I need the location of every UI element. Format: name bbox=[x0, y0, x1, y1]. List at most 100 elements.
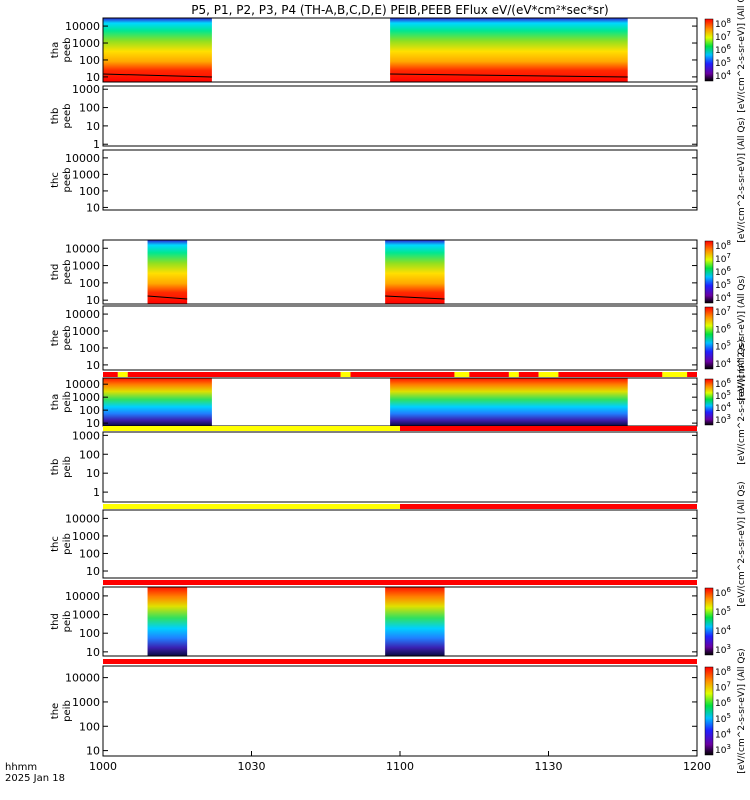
colorbar-tick-label: 104 bbox=[715, 624, 731, 637]
flag-bar-tha-peib bbox=[103, 426, 697, 431]
colorbar-tick-label: 105 bbox=[715, 389, 731, 402]
spectrogram-block bbox=[390, 18, 628, 82]
colorbar-tick-label: 107 bbox=[715, 30, 731, 43]
y-tick-label: 1000 bbox=[72, 609, 100, 622]
flag-segment bbox=[103, 372, 118, 377]
colorbar-label: [eV/(cm^2-s-sr-eV)] (All Qs) bbox=[737, 648, 747, 773]
y-tick-label: 1000 bbox=[72, 391, 100, 404]
colorbar-tick-label: 107 bbox=[715, 252, 731, 265]
panel-product-label: peib bbox=[62, 456, 73, 478]
colorbar-tick-label: 105 bbox=[715, 278, 731, 291]
panel-thb-peeb: 1 10 100 1000 thb peeb bbox=[50, 83, 698, 151]
colorbar-tick-label: 104 bbox=[715, 401, 731, 414]
colorbar-tick-label: 106 bbox=[715, 322, 731, 335]
figure-title: P5, P1, P2, P3, P4 (TH-A,B,C,D,E) PEIB,P… bbox=[191, 3, 608, 17]
y-tick-label: 10000 bbox=[65, 152, 100, 165]
colorbar bbox=[704, 240, 714, 304]
y-tick-label: 100 bbox=[79, 720, 100, 733]
colorbar-tick-label: 105 bbox=[715, 340, 731, 353]
colorbar-tick-label: 105 bbox=[715, 605, 731, 618]
panel-probe-label: thc bbox=[50, 172, 61, 188]
date-label: 2025 Jan 18 bbox=[5, 773, 65, 784]
panel-probe-label: thd bbox=[50, 264, 61, 281]
y-tick-label: 1000 bbox=[72, 168, 100, 181]
panel-frame bbox=[102, 431, 698, 503]
colorbar-tick-label: 105 bbox=[715, 56, 731, 69]
flag-segment bbox=[400, 504, 697, 509]
colorbar-tick-label: 103 bbox=[715, 743, 731, 756]
flag-segment bbox=[687, 372, 697, 377]
colorbar-tick-label: 107 bbox=[715, 305, 731, 318]
colorbar-tick-label: 104 bbox=[715, 291, 731, 304]
flag-segment bbox=[508, 372, 519, 377]
y-tick-label: 1 bbox=[93, 138, 100, 151]
colorbar-tick-label: 106 bbox=[715, 586, 731, 599]
panel-frame bbox=[102, 85, 698, 147]
spectrogram-block bbox=[385, 240, 445, 304]
spectrogram-block bbox=[385, 587, 445, 656]
panel-product-label: peeb bbox=[62, 104, 73, 129]
panel-product-label: peeb bbox=[62, 38, 73, 63]
colorbar-tick-label: 103 bbox=[715, 413, 731, 426]
panel-frame bbox=[102, 17, 698, 83]
panel-probe-label: tha bbox=[50, 42, 61, 58]
colorbar-tick-label: 108 bbox=[715, 17, 731, 30]
spacecraft-potential-line bbox=[385, 295, 445, 300]
y-tick-label: 1000 bbox=[72, 260, 100, 273]
y-tick-label: 100 bbox=[79, 448, 100, 461]
panel-probe-label: thb bbox=[50, 108, 61, 125]
flag-segment bbox=[103, 659, 697, 664]
panel-product-label: peib bbox=[62, 611, 73, 633]
y-tick-label: 10 bbox=[86, 417, 100, 430]
panel-probe-label: thb bbox=[50, 459, 61, 476]
panel-frame bbox=[102, 305, 698, 371]
flag-bar-thc-peib bbox=[103, 580, 697, 585]
y-tick-label: 10 bbox=[86, 201, 100, 214]
y-tick-label: 1 bbox=[93, 486, 100, 499]
flag-bar-the-peeb bbox=[103, 372, 697, 377]
y-tick-label: 10 bbox=[86, 565, 100, 578]
flag-segment bbox=[454, 372, 470, 377]
flag-segment bbox=[518, 372, 539, 377]
y-tick-label: 100 bbox=[79, 627, 100, 640]
y-tick-label: 10000 bbox=[65, 512, 100, 525]
y-tick-label: 10 bbox=[86, 745, 100, 758]
colorbar-label: [eV/(cm^2-s-sr-eV)] (All Qs) bbox=[737, 0, 747, 113]
spectrogram-block bbox=[147, 587, 188, 656]
panel-product-label: peeb bbox=[62, 260, 73, 285]
spacecraft-potential-line bbox=[390, 73, 628, 78]
panel-frame bbox=[102, 239, 698, 305]
flag-segment bbox=[117, 372, 128, 377]
colorbar-tick-label: 105 bbox=[715, 712, 731, 725]
colorbar-label: [eV/(cm^2-s-sr-eV)] (All Qs) bbox=[737, 339, 747, 464]
panel-product-label: peib bbox=[62, 391, 73, 413]
y-tick-label: 10000 bbox=[65, 20, 100, 33]
y-tick-label: 100 bbox=[79, 342, 100, 355]
flag-segment bbox=[103, 426, 400, 431]
colorbar-label: [eV/(cm^2-s-sr-eV)] (All Qs) bbox=[737, 481, 747, 606]
y-tick-label: 1000 bbox=[72, 429, 100, 442]
colorbar bbox=[704, 666, 714, 756]
colorbar-label: [eV/(cm^2-s-sr-eV)] (All Qs) bbox=[737, 117, 747, 242]
panel-the-peib: 10 100 1000 10000 the peib 103 104 105 106 107 108 [… bbox=[50, 648, 747, 773]
panel-frame bbox=[102, 509, 698, 579]
panel-frame bbox=[102, 149, 698, 211]
colorbar-tick-label: 106 bbox=[715, 377, 731, 390]
flag-segment bbox=[340, 372, 351, 377]
panel-probe-label: thc bbox=[50, 536, 61, 552]
spectrogram-block bbox=[390, 378, 628, 426]
y-tick-label: 10 bbox=[86, 467, 100, 480]
panel-thc-peeb: 10 100 1000 10000 thc peeb [eV/(cm^2-s-sr-eV)]… bbox=[50, 117, 747, 242]
spectrogram-block bbox=[103, 18, 212, 82]
y-tick-label: 100 bbox=[79, 547, 100, 560]
colorbar bbox=[704, 18, 714, 82]
spacecraft-potential-line bbox=[147, 295, 188, 300]
y-tick-label: 1000 bbox=[72, 83, 100, 96]
flag-bar-thd-peib bbox=[103, 659, 697, 664]
y-tick-label: 100 bbox=[79, 54, 100, 67]
y-tick-label: 100 bbox=[79, 102, 100, 115]
y-tick-label: 10000 bbox=[65, 672, 100, 685]
